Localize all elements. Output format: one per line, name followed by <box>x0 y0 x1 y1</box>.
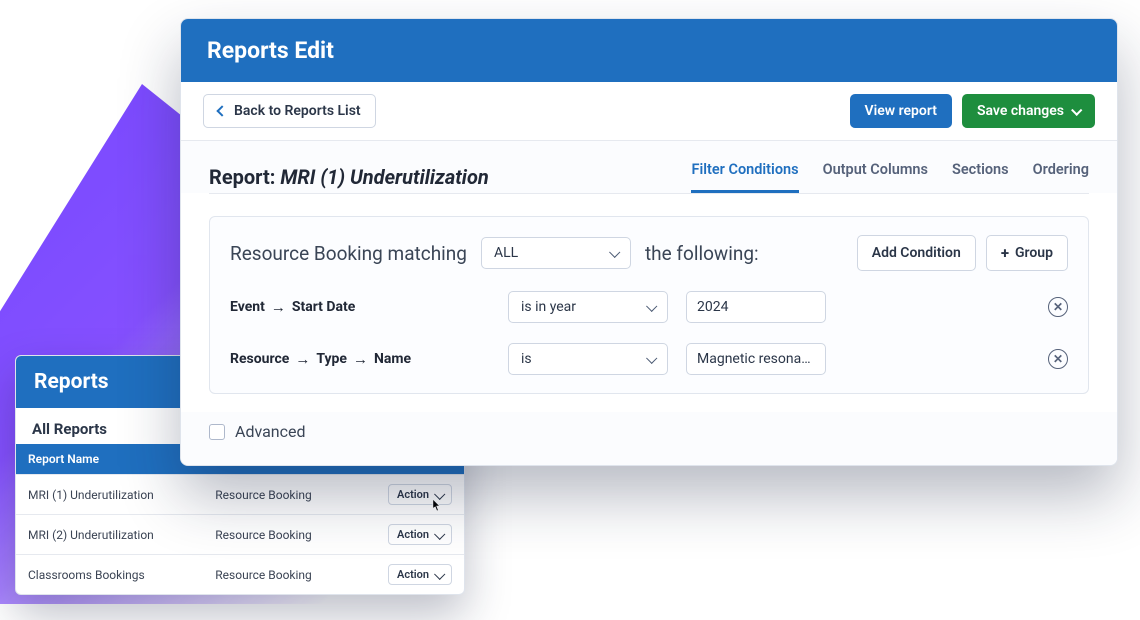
chevron-down-icon <box>434 488 445 499</box>
cell-report-name: MRI (1) Underutilization <box>16 475 203 515</box>
arrow-right-icon: → <box>295 350 310 368</box>
table-row[interactable]: MRI (1) Underutilization Resource Bookin… <box>16 475 464 515</box>
close-icon: ✕ <box>1053 352 1063 366</box>
arrow-right-icon: → <box>353 350 368 368</box>
advanced-label: Advanced <box>235 422 306 441</box>
save-changes-button[interactable]: Save changes <box>962 94 1095 128</box>
view-report-label: View report <box>865 103 937 119</box>
tab-ordering[interactable]: Ordering <box>1033 161 1089 193</box>
condition-text-b: the following: <box>645 242 759 265</box>
action-label: Action <box>397 488 429 501</box>
close-icon: ✕ <box>1053 300 1063 314</box>
cell-entity: Resource Booking <box>203 515 354 555</box>
reports-edit-window: Reports Edit Back to Reports List View r… <box>180 18 1118 466</box>
view-report-button[interactable]: View report <box>850 94 952 128</box>
cell-report-name: MRI (2) Underutilization <box>16 515 203 555</box>
action-label: Action <box>397 568 429 581</box>
tabs: Filter Conditions Output Columns Section… <box>691 161 1089 193</box>
cell-entity: Resource Booking <box>203 555 354 595</box>
path-segment: Name <box>374 351 411 367</box>
col-report-name: Report Name <box>16 444 203 475</box>
arrow-right-icon: → <box>271 298 286 316</box>
condition-row: Resource → Type → Name is Magnetic reson… <box>230 343 1068 375</box>
operator-select[interactable]: is <box>508 343 668 375</box>
filter-conditions-panel: Resource Booking matching ALL the follow… <box>209 216 1089 394</box>
path-segment: Type <box>316 351 347 367</box>
page-title: Reports Edit <box>181 19 1117 82</box>
condition-field-path: Event → Start Date <box>230 298 490 316</box>
match-mode-select[interactable]: ALL <box>481 237 631 269</box>
row-action-button[interactable]: Action <box>388 484 452 505</box>
value-input[interactable]: 2024 <box>686 291 826 323</box>
chevron-down-icon <box>609 247 620 258</box>
table-row[interactable]: MRI (2) Underutilization Resource Bookin… <box>16 515 464 555</box>
action-label: Action <box>397 528 429 541</box>
tab-filter-conditions[interactable]: Filter Conditions <box>691 161 798 193</box>
report-name-heading: Report: MRI (1) Underutilization <box>209 165 489 189</box>
operator-select[interactable]: is in year <box>508 291 668 323</box>
path-segment: Event <box>230 299 265 315</box>
advanced-row: Advanced <box>181 412 1117 465</box>
chevron-down-icon <box>1071 105 1082 116</box>
report-prefix: Report: <box>209 165 280 189</box>
advanced-checkbox[interactable] <box>209 424 225 440</box>
condition-row: Event → Start Date is in year 2024 ✕ <box>230 291 1068 323</box>
plus-icon: + <box>1001 244 1009 262</box>
operator-value: is in year <box>521 299 576 315</box>
back-button[interactable]: Back to Reports List <box>203 94 376 128</box>
value-input[interactable]: Magnetic resona… <box>686 343 826 375</box>
path-segment: Resource <box>230 351 289 367</box>
row-action-button[interactable]: Action <box>388 524 452 545</box>
chevron-down-icon <box>646 353 657 364</box>
chevron-down-icon <box>434 568 445 579</box>
tab-output-columns[interactable]: Output Columns <box>823 161 928 193</box>
report-name: MRI (1) Underutilization <box>280 165 488 189</box>
toolbar: Back to Reports List View report Save ch… <box>181 82 1117 141</box>
add-condition-button[interactable]: Add Condition <box>857 235 976 271</box>
table-row[interactable]: Classrooms Bookings Resource Booking Act… <box>16 555 464 595</box>
chevron-down-icon <box>434 528 445 539</box>
condition-text-a: Resource Booking matching <box>230 242 467 265</box>
back-button-label: Back to Reports List <box>234 103 361 119</box>
add-group-label: Group <box>1015 245 1053 261</box>
tab-sections[interactable]: Sections <box>952 161 1009 193</box>
operator-value: is <box>521 351 532 367</box>
remove-condition-button[interactable]: ✕ <box>1048 297 1068 317</box>
reports-table: Report Name Entity MRI (1) Underutilizat… <box>16 444 464 594</box>
condition-field-path: Resource → Type → Name <box>230 350 490 368</box>
cell-entity: Resource Booking <box>203 475 354 515</box>
match-mode-value: ALL <box>494 245 518 261</box>
remove-condition-button[interactable]: ✕ <box>1048 349 1068 369</box>
path-segment: Start Date <box>292 299 355 315</box>
condition-header: Resource Booking matching ALL the follow… <box>230 235 1068 271</box>
divider <box>209 193 1089 194</box>
row-action-button[interactable]: Action <box>388 564 452 585</box>
titlebar: Report: MRI (1) Underutilization Filter … <box>181 141 1117 193</box>
add-group-button[interactable]: + Group <box>986 235 1068 271</box>
add-condition-label: Add Condition <box>872 245 961 261</box>
chevron-down-icon <box>646 301 657 312</box>
chevron-left-icon <box>216 105 227 116</box>
cell-report-name: Classrooms Bookings <box>16 555 203 595</box>
save-changes-label: Save changes <box>977 103 1064 119</box>
